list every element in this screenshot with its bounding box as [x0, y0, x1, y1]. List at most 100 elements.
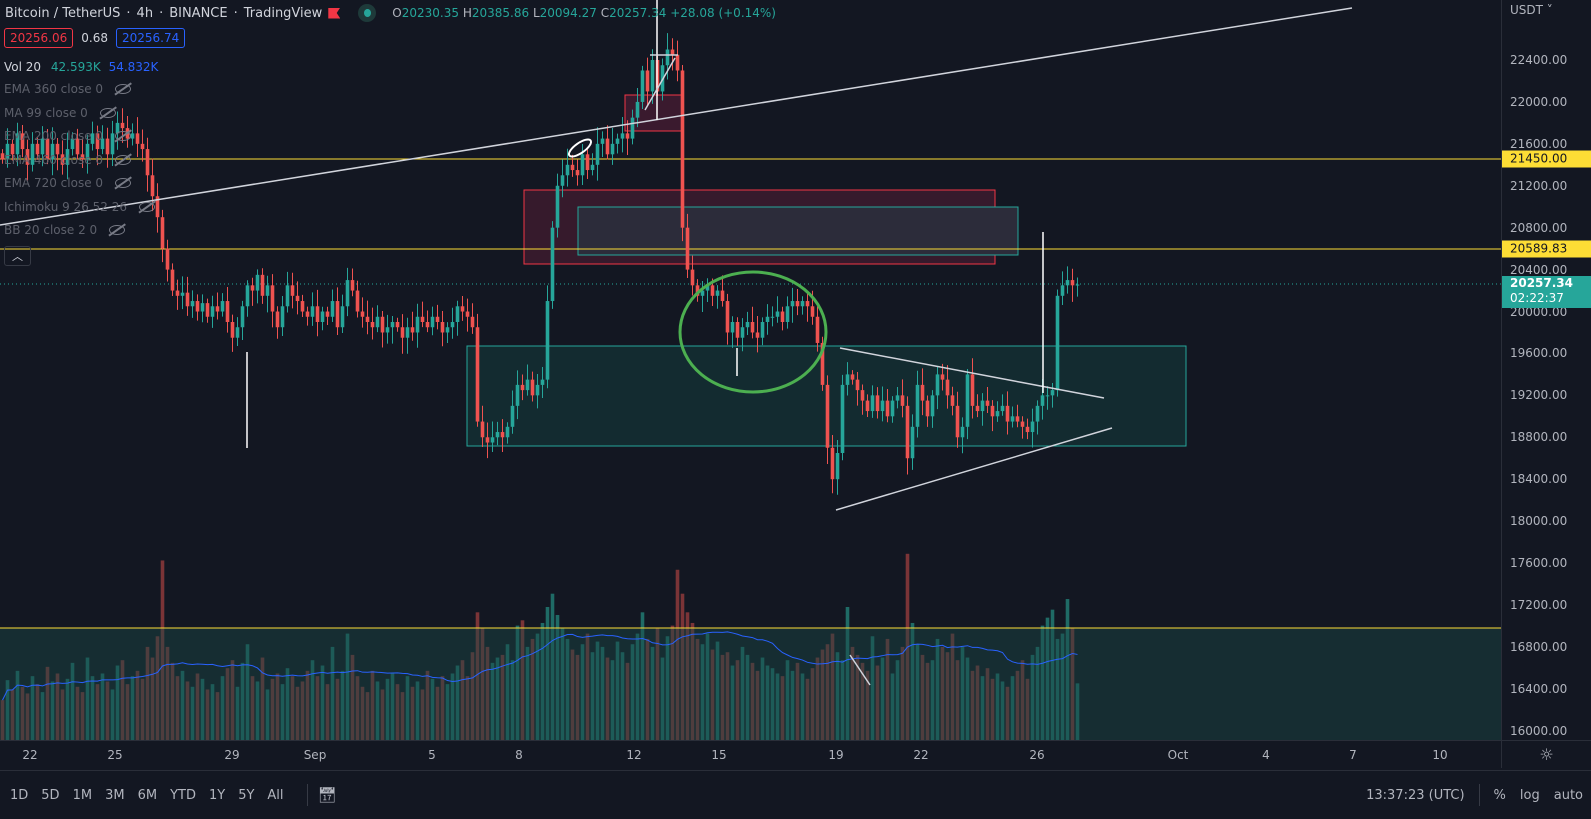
candle-body [375, 316, 380, 328]
candle [360, 297, 365, 328]
indicator-legend-item[interactable]: EMA 720 close 0 [4, 176, 132, 190]
candle-body [710, 285, 715, 296]
candle-body [1075, 284, 1080, 286]
percent-toggle[interactable]: % [1493, 787, 1506, 803]
candle-body [500, 432, 505, 438]
hidden-eye-icon[interactable] [109, 225, 126, 235]
sell-button[interactable]: 20256.06 [4, 28, 74, 48]
indicator-legend-item[interactable]: BB 20 close 2 0 [4, 223, 126, 237]
candle-body [240, 306, 245, 328]
candle [845, 362, 850, 396]
candle [525, 364, 530, 396]
candle [990, 400, 995, 432]
flag-icon[interactable] [328, 7, 341, 19]
candle-body [885, 400, 890, 417]
volume-bar [785, 660, 790, 740]
range-button-3m[interactable]: 3M [105, 787, 125, 803]
chart-settings-icon[interactable]: ☼ [1501, 740, 1591, 768]
indicator-legend-item[interactable]: EMA 360 close 0 [4, 82, 132, 96]
fvg-rectangle[interactable] [577, 206, 1019, 256]
candle [455, 300, 460, 336]
range-button-1y[interactable]: 1Y [208, 787, 226, 803]
candle-body [680, 70, 685, 228]
hidden-eye-icon[interactable] [99, 107, 116, 118]
candle-body [935, 374, 940, 396]
currency-selector[interactable]: USDT ˅ [1510, 2, 1553, 18]
indicator-legend-item[interactable]: MA 99 close 0 [4, 106, 116, 120]
candle-body [960, 426, 965, 438]
range-button-all[interactable]: All [267, 787, 284, 803]
candle-body [535, 384, 540, 396]
indicator-legend-item[interactable]: Ichimoku 9 26 52 26 [4, 200, 155, 214]
candle [350, 268, 355, 297]
trend-line[interactable] [0, 7, 1353, 226]
candle [630, 109, 635, 145]
hidden-eye-icon[interactable] [115, 178, 132, 188]
volume-legend[interactable]: Vol 20 42.593K 54.832K [4, 60, 159, 74]
hidden-eye-icon[interactable] [115, 84, 132, 94]
price-tick: 19600.00 [1510, 346, 1568, 361]
candle-body [925, 400, 930, 417]
collapse-legend-button[interactable]: ︿ [4, 246, 31, 266]
range-ellipse[interactable] [678, 270, 828, 394]
volume-zone-rectangle[interactable] [0, 628, 1501, 740]
candle [345, 267, 350, 317]
candle-body [560, 175, 565, 186]
log-toggle[interactable]: log [1519, 787, 1540, 803]
volume-bar [995, 673, 1000, 740]
buy-button[interactable]: 20256.74 [115, 28, 186, 48]
range-button-5d[interactable]: 5D [41, 787, 60, 803]
symbol-name[interactable]: Bitcoin / TetherUS [5, 5, 121, 21]
triangle-lower-line[interactable] [835, 427, 1113, 511]
price-axis[interactable]: USDT ˅ 16000.00 16400.00 16800.00 17200.00 1… [1501, 0, 1591, 740]
volume-bar [710, 649, 715, 740]
volume-bar [660, 657, 665, 740]
hidden-eye-icon[interactable] [139, 201, 155, 212]
candle [325, 306, 330, 326]
volume-trend-line[interactable] [849, 654, 871, 686]
hidden-eye-icon[interactable] [115, 131, 132, 141]
candle [310, 292, 315, 326]
volume-bar [400, 692, 405, 740]
range-button-1m[interactable]: 1M [72, 787, 93, 803]
interval[interactable]: 4h [136, 5, 154, 21]
range-button-1d[interactable]: 1D [10, 787, 29, 803]
candle [850, 370, 855, 385]
candle-body [1035, 405, 1040, 422]
volume-bar [695, 638, 700, 740]
trend-line-small[interactable] [644, 57, 676, 111]
market-status-icon[interactable] [358, 4, 377, 22]
candle [0, 149, 5, 164]
price-tick: 18800.00 [1510, 430, 1568, 445]
candle [60, 140, 65, 175]
clock[interactable]: 13:37:23 (UTC) [1366, 787, 1465, 803]
time-axis[interactable]: 22 25 29 Sep 5 8 12 15 19 22 26 Oct 4 7 10 [0, 740, 1501, 768]
auto-toggle[interactable]: auto [1553, 787, 1583, 803]
candle-body [50, 143, 55, 160]
volume-bar [280, 684, 285, 740]
hidden-eye-icon[interactable] [115, 154, 132, 165]
volume-bar [855, 654, 860, 740]
date-range-icon[interactable]: 📅︎ [317, 786, 337, 804]
indicator-legend-item[interactable]: EMA 200 close 0 [4, 129, 132, 143]
range-button-ytd[interactable]: YTD [170, 787, 196, 803]
candle-body [360, 311, 365, 317]
range-button-5y[interactable]: 5Y [238, 787, 255, 803]
range-button-6m[interactable]: 6M [137, 787, 158, 803]
candle-body [735, 322, 740, 338]
volume-bar [865, 670, 870, 740]
candle [930, 390, 935, 428]
candle-body [805, 301, 810, 307]
small-ellipse[interactable] [566, 136, 593, 159]
candle [105, 127, 110, 168]
price-chart[interactable] [0, 0, 1501, 740]
indicator-legend-item[interactable]: EMA 460 close 0 [4, 153, 132, 167]
candle [940, 363, 945, 391]
volume-bar [1075, 683, 1080, 740]
volume-bar [610, 660, 615, 740]
triangle-upper-line[interactable] [839, 347, 1105, 399]
top-zone-rectangle[interactable] [624, 94, 684, 132]
candle-body [145, 149, 150, 176]
candle-body [425, 322, 430, 328]
volume-bar [210, 684, 215, 740]
